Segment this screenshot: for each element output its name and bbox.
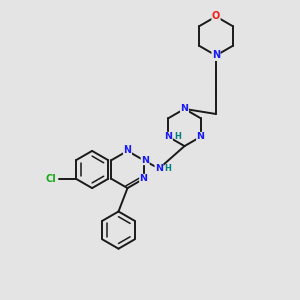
Text: H: H [165, 164, 171, 173]
Text: N: N [181, 104, 188, 113]
Text: N: N [124, 145, 131, 154]
Text: O: O [212, 11, 220, 22]
Text: N: N [164, 132, 172, 141]
Text: N: N [141, 156, 149, 165]
Text: N: N [196, 132, 205, 141]
Text: N: N [140, 174, 148, 183]
Text: H: H [175, 132, 182, 141]
Text: N: N [212, 50, 220, 61]
Text: Cl: Cl [45, 174, 56, 184]
Text: N: N [124, 146, 131, 155]
Text: N: N [155, 164, 163, 173]
